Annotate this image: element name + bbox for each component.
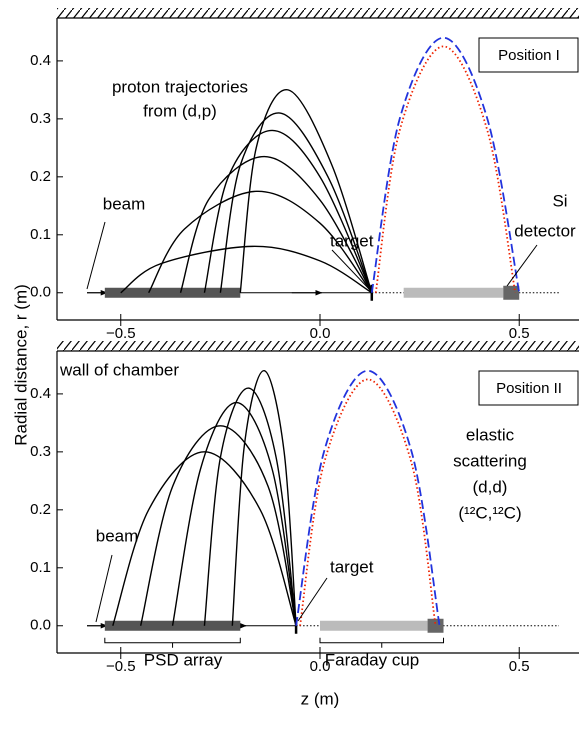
- detector-bar: [319, 620, 428, 631]
- trajectory: [374, 45, 517, 293]
- annotation: beam: [96, 526, 139, 545]
- x-tick-label: 0.0: [310, 658, 331, 675]
- y-tick-label: 0.3: [30, 110, 51, 127]
- y-tick-label: 0.1: [30, 559, 51, 576]
- trajectory: [112, 451, 297, 626]
- chamber-wall-hatch: [57, 8, 579, 18]
- panel: 0.0 0.1 0.2 0.3 0.4 −0.5 0.0 0.5 Position I proto…: [30, 8, 579, 342]
- trajectory: [179, 155, 373, 294]
- y-tick-label: 0.4: [30, 385, 51, 402]
- annotation: scattering: [453, 451, 527, 470]
- pointer: [95, 554, 113, 623]
- annotation: target: [330, 231, 374, 250]
- x-tick-label: 0.0: [310, 325, 331, 342]
- trajectory: [203, 129, 373, 294]
- x-tick-label: −0.5: [106, 658, 136, 675]
- pointer: [297, 577, 328, 622]
- annotation: Si: [552, 191, 567, 210]
- detector-bar: [104, 287, 241, 298]
- chamber-wall-hatch: [57, 341, 579, 351]
- annotation: (¹²C,¹²C): [458, 503, 521, 522]
- annotation: from (d,p): [143, 101, 217, 120]
- trajectory: [120, 245, 373, 294]
- pointer: [331, 249, 371, 291]
- trajectory: [370, 36, 521, 293]
- y-tick-label: 0.4: [30, 52, 51, 69]
- trajectory: [203, 387, 297, 626]
- y-tick-label: 0.1: [30, 226, 51, 243]
- legend-label: Position II: [496, 380, 562, 397]
- detector-bar: [427, 618, 444, 633]
- annotation: wall of chamber: [59, 360, 179, 379]
- annotation: (d,d): [473, 477, 508, 496]
- y-tick-label: 0.2: [30, 501, 51, 518]
- legend-box: [478, 370, 579, 406]
- bracket: [319, 637, 445, 648]
- y-tick-label: 0.0: [30, 617, 51, 634]
- annotation: elastic: [466, 425, 515, 444]
- trajectory: [299, 378, 437, 626]
- trajectory: [219, 112, 373, 294]
- bracket: [104, 637, 241, 648]
- y-tick-label: 0.3: [30, 443, 51, 460]
- pointer: [506, 244, 538, 287]
- detector-bar: [403, 287, 504, 298]
- trajectory: [231, 370, 297, 626]
- y-tick-label: 0.0: [30, 284, 51, 301]
- annotation: detector: [514, 221, 576, 240]
- annotation: PSD array: [144, 650, 223, 669]
- x-tick-label: −0.5: [106, 325, 136, 342]
- x-tick-label: 0.5: [509, 325, 530, 342]
- trajectory: [239, 89, 373, 293]
- detector-bar: [503, 285, 520, 300]
- panel: 0.0 0.1 0.2 0.3 0.4 −0.5 0.0 0.5 Position II wall…: [30, 341, 579, 675]
- annotation: Faraday cup: [325, 650, 420, 669]
- x-tick-label: 0.5: [509, 658, 530, 675]
- annotation: target: [330, 557, 374, 576]
- y-tick-label: 0.2: [30, 168, 51, 185]
- trajectory: [295, 369, 441, 626]
- y-axis-label: Radial distance, r (m): [11, 284, 30, 446]
- annotation: proton trajectories: [112, 77, 248, 96]
- annotation: beam: [103, 194, 146, 213]
- trajectory: [148, 190, 373, 294]
- trajectory: [139, 425, 297, 626]
- x-axis-label: z (m): [301, 689, 340, 708]
- legend-label: Position I: [498, 47, 560, 64]
- pointer: [86, 221, 106, 290]
- legend-box: [478, 37, 579, 73]
